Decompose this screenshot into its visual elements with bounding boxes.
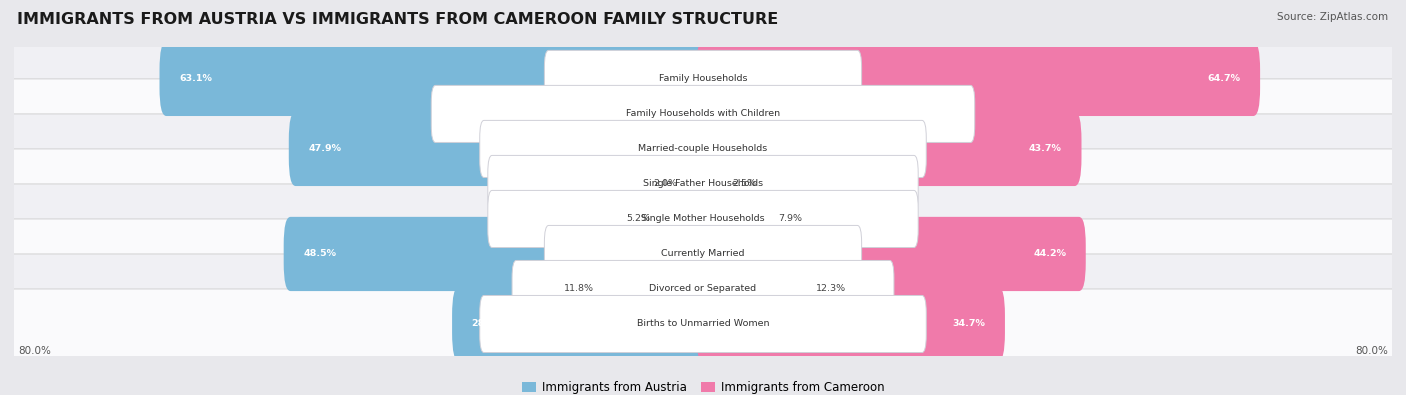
FancyBboxPatch shape (10, 44, 1396, 114)
Text: IMMIGRANTS FROM AUSTRIA VS IMMIGRANTS FROM CAMEROON FAMILY STRUCTURE: IMMIGRANTS FROM AUSTRIA VS IMMIGRANTS FR… (17, 12, 778, 27)
FancyBboxPatch shape (696, 42, 1260, 116)
FancyBboxPatch shape (453, 287, 710, 361)
FancyBboxPatch shape (10, 289, 1396, 359)
Text: 47.9%: 47.9% (308, 145, 342, 153)
FancyBboxPatch shape (596, 252, 710, 326)
FancyBboxPatch shape (10, 254, 1396, 324)
FancyBboxPatch shape (477, 77, 710, 151)
Text: Family Households with Children: Family Households with Children (626, 109, 780, 118)
Text: Currently Married: Currently Married (661, 250, 745, 258)
Text: 64.7%: 64.7% (1208, 74, 1240, 83)
FancyBboxPatch shape (696, 182, 778, 256)
Legend: Immigrants from Austria, Immigrants from Cameroon: Immigrants from Austria, Immigrants from… (517, 376, 889, 395)
Text: 43.7%: 43.7% (1029, 145, 1062, 153)
FancyBboxPatch shape (679, 147, 710, 221)
FancyBboxPatch shape (696, 77, 957, 151)
FancyBboxPatch shape (544, 51, 862, 107)
Text: 63.1%: 63.1% (179, 74, 212, 83)
Text: Source: ZipAtlas.com: Source: ZipAtlas.com (1277, 12, 1388, 22)
FancyBboxPatch shape (696, 147, 731, 221)
FancyBboxPatch shape (10, 79, 1396, 149)
Text: 48.5%: 48.5% (304, 250, 336, 258)
FancyBboxPatch shape (488, 155, 918, 213)
Text: 2.5%: 2.5% (733, 179, 756, 188)
Text: 29.2%: 29.2% (905, 109, 939, 118)
Text: Married-couple Households: Married-couple Households (638, 145, 768, 153)
Text: Family Households: Family Households (659, 74, 747, 83)
Text: 25.8%: 25.8% (496, 109, 529, 118)
FancyBboxPatch shape (544, 226, 862, 282)
FancyBboxPatch shape (488, 190, 918, 248)
Text: 44.2%: 44.2% (1033, 250, 1066, 258)
FancyBboxPatch shape (696, 217, 1085, 291)
FancyBboxPatch shape (10, 184, 1396, 254)
FancyBboxPatch shape (10, 219, 1396, 289)
Text: 28.7%: 28.7% (471, 320, 505, 329)
Text: 80.0%: 80.0% (18, 346, 51, 356)
Text: 7.9%: 7.9% (779, 214, 803, 224)
FancyBboxPatch shape (696, 112, 1081, 186)
Text: Births to Unmarried Women: Births to Unmarried Women (637, 320, 769, 329)
FancyBboxPatch shape (159, 42, 710, 116)
Text: 11.8%: 11.8% (564, 284, 595, 293)
Text: 5.2%: 5.2% (626, 214, 650, 224)
Text: Divorced or Separated: Divorced or Separated (650, 284, 756, 293)
FancyBboxPatch shape (10, 149, 1396, 219)
Text: 34.7%: 34.7% (952, 320, 986, 329)
FancyBboxPatch shape (479, 295, 927, 352)
Text: 2.0%: 2.0% (654, 179, 678, 188)
FancyBboxPatch shape (696, 252, 814, 326)
FancyBboxPatch shape (432, 85, 974, 143)
Text: Single Father Households: Single Father Households (643, 179, 763, 188)
FancyBboxPatch shape (284, 217, 710, 291)
FancyBboxPatch shape (512, 260, 894, 318)
FancyBboxPatch shape (652, 182, 710, 256)
Text: 12.3%: 12.3% (815, 284, 846, 293)
FancyBboxPatch shape (696, 287, 1005, 361)
Text: 80.0%: 80.0% (1355, 346, 1388, 356)
Text: Single Mother Households: Single Mother Households (641, 214, 765, 224)
FancyBboxPatch shape (10, 114, 1396, 184)
FancyBboxPatch shape (288, 112, 710, 186)
FancyBboxPatch shape (479, 120, 927, 177)
